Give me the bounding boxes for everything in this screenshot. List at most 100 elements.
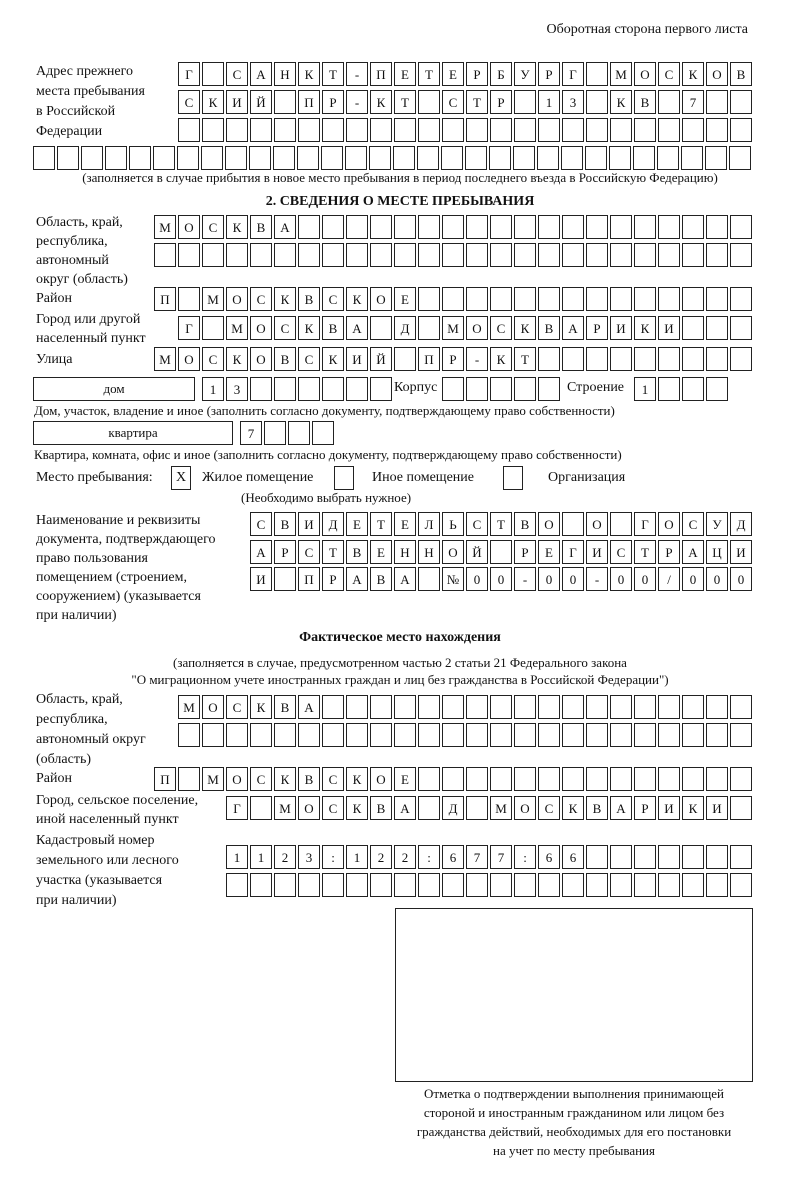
char-cell[interactable]: 0 bbox=[490, 567, 512, 591]
char-cell[interactable]: 1 bbox=[202, 377, 224, 401]
char-cell[interactable] bbox=[297, 146, 319, 170]
char-cell[interactable] bbox=[273, 146, 295, 170]
char-cell[interactable] bbox=[370, 723, 392, 747]
char-cell[interactable]: И bbox=[658, 316, 680, 340]
char-cell[interactable]: С bbox=[298, 540, 320, 564]
char-cell[interactable] bbox=[418, 90, 440, 114]
char-cell[interactable]: Й bbox=[250, 90, 272, 114]
char-cell[interactable] bbox=[634, 118, 656, 142]
char-cell[interactable] bbox=[154, 243, 176, 267]
char-cell[interactable]: О bbox=[634, 62, 656, 86]
char-cell[interactable]: И bbox=[730, 540, 752, 564]
char-cell[interactable]: Е bbox=[394, 512, 416, 536]
char-cell[interactable] bbox=[634, 347, 656, 371]
char-cell[interactable] bbox=[466, 118, 488, 142]
char-cell[interactable]: С bbox=[274, 316, 296, 340]
char-cell[interactable] bbox=[442, 723, 464, 747]
char-cell[interactable] bbox=[489, 146, 511, 170]
char-cell[interactable]: 2 bbox=[394, 845, 416, 869]
char-cell[interactable]: С bbox=[250, 767, 272, 791]
char-cell[interactable]: Р bbox=[586, 316, 608, 340]
char-cell[interactable]: Ь bbox=[442, 512, 464, 536]
char-cell[interactable] bbox=[202, 723, 224, 747]
char-cell[interactable]: С bbox=[322, 767, 344, 791]
char-cell[interactable]: 7 bbox=[240, 421, 262, 445]
char-cell[interactable]: Е bbox=[538, 540, 560, 564]
char-cell[interactable] bbox=[321, 146, 343, 170]
char-cell[interactable] bbox=[706, 316, 728, 340]
char-cell[interactable] bbox=[322, 695, 344, 719]
char-cell[interactable] bbox=[225, 146, 247, 170]
char-cell[interactable] bbox=[226, 873, 248, 897]
char-cell[interactable]: Д bbox=[442, 796, 464, 820]
char-cell[interactable] bbox=[250, 243, 272, 267]
char-cell[interactable] bbox=[730, 723, 752, 747]
char-cell[interactable] bbox=[105, 146, 127, 170]
char-cell[interactable] bbox=[586, 243, 608, 267]
char-cell[interactable] bbox=[609, 146, 631, 170]
house-type-box[interactable]: дом bbox=[33, 377, 195, 401]
char-cell[interactable] bbox=[418, 567, 440, 591]
char-cell[interactable] bbox=[634, 845, 656, 869]
char-cell[interactable] bbox=[370, 316, 392, 340]
char-cell[interactable] bbox=[442, 767, 464, 791]
char-cell[interactable]: В bbox=[298, 767, 320, 791]
char-cell[interactable] bbox=[514, 90, 536, 114]
char-cell[interactable] bbox=[634, 767, 656, 791]
char-cell[interactable] bbox=[178, 243, 200, 267]
char-cell[interactable] bbox=[202, 62, 224, 86]
char-cell[interactable]: К bbox=[490, 347, 512, 371]
char-cell[interactable]: 1 bbox=[346, 845, 368, 869]
char-cell[interactable]: К bbox=[682, 62, 704, 86]
char-cell[interactable] bbox=[490, 377, 512, 401]
char-cell[interactable]: В bbox=[514, 512, 536, 536]
char-cell[interactable] bbox=[201, 146, 223, 170]
char-cell[interactable] bbox=[466, 215, 488, 239]
char-cell[interactable] bbox=[634, 723, 656, 747]
char-cell[interactable] bbox=[610, 118, 632, 142]
char-cell[interactable]: 1 bbox=[538, 90, 560, 114]
char-cell[interactable] bbox=[490, 287, 512, 311]
char-cell[interactable] bbox=[682, 723, 704, 747]
char-cell[interactable]: М bbox=[226, 316, 248, 340]
char-cell[interactable]: Е bbox=[442, 62, 464, 86]
char-cell[interactable] bbox=[129, 146, 151, 170]
char-cell[interactable] bbox=[346, 377, 368, 401]
char-cell[interactable] bbox=[730, 845, 752, 869]
char-cell[interactable] bbox=[730, 873, 752, 897]
char-cell[interactable] bbox=[514, 215, 536, 239]
char-cell[interactable]: О bbox=[250, 347, 272, 371]
char-cell[interactable] bbox=[418, 316, 440, 340]
char-cell[interactable] bbox=[394, 723, 416, 747]
char-cell[interactable] bbox=[562, 873, 584, 897]
char-cell[interactable]: К bbox=[298, 316, 320, 340]
char-cell[interactable]: К bbox=[562, 796, 584, 820]
char-cell[interactable]: К bbox=[346, 767, 368, 791]
char-cell[interactable]: Т bbox=[394, 90, 416, 114]
char-cell[interactable] bbox=[369, 146, 391, 170]
char-cell[interactable] bbox=[706, 347, 728, 371]
char-cell[interactable]: О bbox=[586, 512, 608, 536]
char-cell[interactable] bbox=[706, 215, 728, 239]
char-cell[interactable]: О bbox=[706, 62, 728, 86]
char-cell[interactable] bbox=[322, 873, 344, 897]
char-cell[interactable] bbox=[706, 767, 728, 791]
char-cell[interactable]: И bbox=[298, 512, 320, 536]
char-cell[interactable] bbox=[610, 347, 632, 371]
char-cell[interactable]: Е bbox=[394, 767, 416, 791]
char-cell[interactable] bbox=[657, 146, 679, 170]
char-cell[interactable]: С bbox=[610, 540, 632, 564]
char-cell[interactable] bbox=[658, 118, 680, 142]
char-cell[interactable] bbox=[442, 243, 464, 267]
char-cell[interactable] bbox=[562, 347, 584, 371]
char-cell[interactable]: 7 bbox=[466, 845, 488, 869]
char-cell[interactable] bbox=[490, 215, 512, 239]
char-cell[interactable]: 1 bbox=[226, 845, 248, 869]
char-cell[interactable] bbox=[658, 215, 680, 239]
char-cell[interactable] bbox=[634, 873, 656, 897]
char-cell[interactable] bbox=[538, 723, 560, 747]
char-cell[interactable]: А bbox=[298, 695, 320, 719]
char-cell[interactable] bbox=[538, 767, 560, 791]
char-cell[interactable]: А bbox=[346, 567, 368, 591]
char-cell[interactable] bbox=[514, 243, 536, 267]
